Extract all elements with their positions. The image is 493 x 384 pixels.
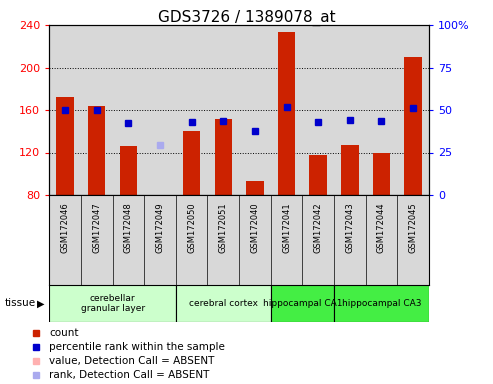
Text: GSM172046: GSM172046: [61, 202, 70, 253]
Text: GSM172051: GSM172051: [219, 202, 228, 253]
Text: rank, Detection Call = ABSENT: rank, Detection Call = ABSENT: [49, 370, 210, 380]
Text: cerebellar
granular layer: cerebellar granular layer: [80, 294, 144, 313]
Text: value, Detection Call = ABSENT: value, Detection Call = ABSENT: [49, 356, 214, 366]
Text: ▶: ▶: [37, 298, 44, 308]
Bar: [404, 57, 422, 195]
Bar: [373, 152, 390, 195]
Bar: [183, 131, 200, 195]
Bar: [56, 97, 74, 195]
Bar: [334, 285, 429, 322]
Text: GDS3726 / 1389078_at: GDS3726 / 1389078_at: [158, 10, 335, 26]
Bar: [214, 119, 232, 195]
Bar: [176, 285, 271, 322]
Text: percentile rank within the sample: percentile rank within the sample: [49, 342, 225, 352]
Bar: [246, 181, 264, 195]
Text: GSM172045: GSM172045: [409, 202, 418, 253]
Bar: [88, 106, 106, 195]
Text: GSM172047: GSM172047: [92, 202, 101, 253]
Text: cerebral cortex: cerebral cortex: [189, 299, 258, 308]
Bar: [278, 32, 295, 195]
Bar: [120, 146, 137, 195]
Text: tissue: tissue: [5, 298, 36, 308]
Bar: [49, 285, 176, 322]
Text: GSM172043: GSM172043: [345, 202, 354, 253]
Text: count: count: [49, 328, 78, 338]
Text: GSM172041: GSM172041: [282, 202, 291, 253]
Text: hippocampal CA1: hippocampal CA1: [263, 299, 342, 308]
Bar: [271, 285, 334, 322]
Bar: [310, 155, 327, 195]
Text: GSM172049: GSM172049: [155, 202, 165, 253]
Text: GSM172042: GSM172042: [314, 202, 323, 253]
Text: GSM172040: GSM172040: [250, 202, 259, 253]
Text: GSM172044: GSM172044: [377, 202, 386, 253]
Bar: [341, 145, 358, 195]
Text: GSM172050: GSM172050: [187, 202, 196, 253]
Text: hippocampal CA3: hippocampal CA3: [342, 299, 421, 308]
Text: GSM172048: GSM172048: [124, 202, 133, 253]
